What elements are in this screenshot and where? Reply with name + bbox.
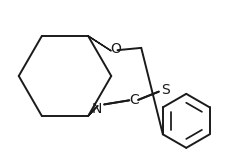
- Text: N: N: [92, 102, 102, 116]
- Polygon shape: [88, 36, 111, 51]
- Text: C: C: [129, 93, 138, 107]
- Text: S: S: [160, 83, 170, 97]
- Polygon shape: [88, 106, 98, 116]
- Text: O: O: [110, 42, 121, 56]
